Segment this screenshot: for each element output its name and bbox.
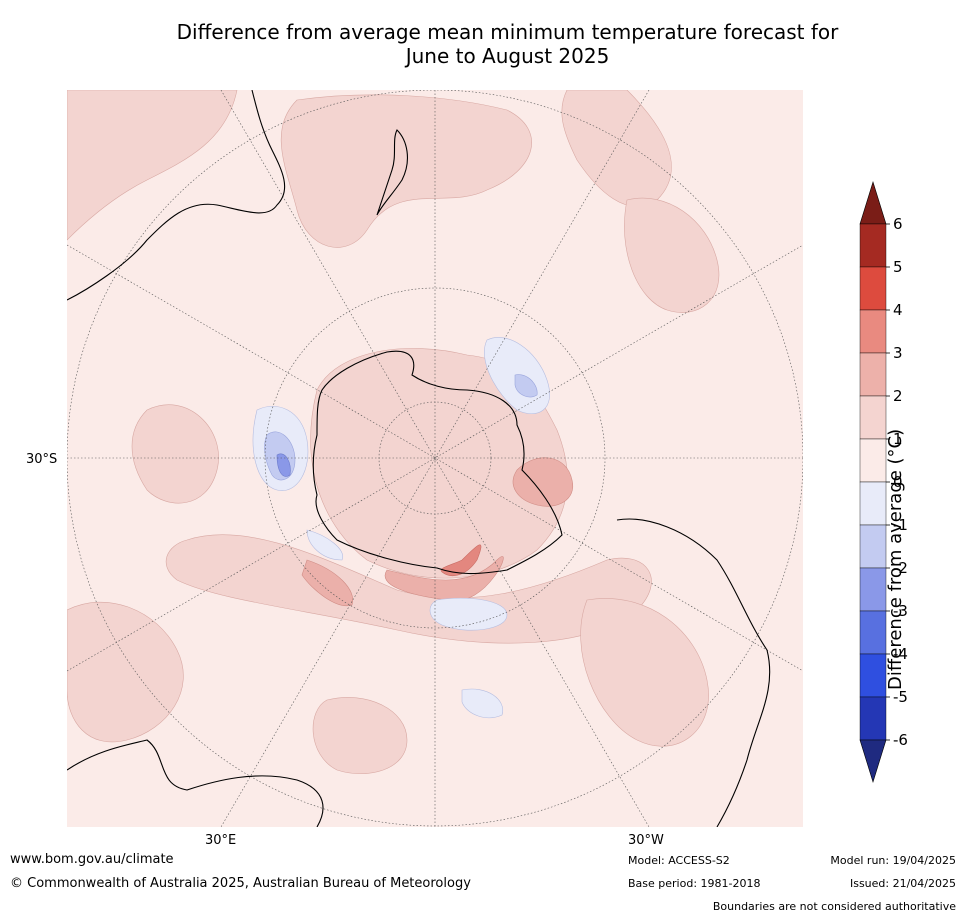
footer-url[interactable]: www.bom.gov.au/climate (10, 852, 174, 867)
antarctica-coastline (312, 350, 563, 575)
region-cool-far-south (461, 688, 504, 719)
warm-anomaly-2-3 (301, 457, 574, 607)
colorbar-band (859, 696, 887, 741)
colorbar: 6 5 4 3 2 1 0 -1 -2 -3 -4 -5 -6 (859, 180, 908, 784)
region-west-mid (131, 404, 219, 504)
region-southeast (580, 598, 709, 747)
colorbar-tick-label: 3 (893, 344, 903, 362)
region-north-central (280, 94, 532, 248)
colorbar-tick-label: 1 (893, 430, 903, 448)
africa-coastline (67, 739, 324, 827)
colorbar-band (859, 653, 887, 698)
colorbar-title: Difference from average (°C) (885, 428, 906, 690)
new-zealand-coastline (376, 129, 408, 216)
graticule (67, 90, 803, 827)
australia-coastline (67, 90, 286, 301)
colorbar-top-arrow (859, 180, 887, 225)
colorbar-band (859, 395, 887, 440)
colorbar-band (859, 266, 887, 311)
colorbar-band (859, 223, 887, 268)
warm-anomaly-1-2 (67, 90, 720, 775)
lon-label-30e: 30°E (205, 833, 237, 848)
region-south (312, 697, 408, 775)
colorbar-band (859, 567, 887, 612)
colorbar-tick-label: -6 (893, 731, 908, 749)
chart-title: Difference from average mean minimum tem… (0, 20, 965, 68)
region-cool-west-deep (276, 453, 291, 477)
footer-model: Model: ACCESS-S2 (628, 854, 730, 867)
polar-map (67, 90, 803, 827)
colorbar-tick-label: -3 (893, 602, 908, 620)
region-antarctic-coast-south (384, 556, 504, 602)
title-line-1: Difference from average mean minimum tem… (176, 20, 839, 44)
colorbar-tick-label: 2 (893, 387, 903, 405)
region-southwest (67, 601, 184, 743)
colorbar-tick-label: 6 (893, 215, 903, 233)
region-antarctica (310, 348, 568, 579)
south-america-coastline (616, 518, 771, 827)
footer-model-run: Model run: 19/04/2025 (830, 854, 956, 867)
colorbar-tick-label: 4 (893, 301, 903, 319)
colorbar-band (859, 481, 887, 526)
region-peninsula-east (512, 457, 574, 507)
region-east-blob (624, 197, 720, 313)
region-cool-south (429, 597, 508, 631)
coastlines (67, 90, 771, 827)
colorbar-tick-label: -4 (893, 645, 908, 663)
footer-base-period: Base period: 1981-2018 (628, 877, 761, 890)
warm-anomaly-3-4 (440, 544, 482, 576)
footer-disclaimer: Boundaries are not considered authoritat… (712, 900, 956, 913)
lat-label-30s: 30°S (26, 452, 58, 467)
colorbar-band (859, 352, 887, 397)
title-line-2: June to August 2025 (405, 44, 610, 68)
colorbar-band (859, 438, 887, 483)
latitude-circle-60 (264, 287, 606, 629)
colorbar-band (859, 524, 887, 569)
region-cool-north-core (514, 374, 538, 398)
region-northwest (67, 90, 238, 241)
footer-issued: Issued: 21/04/2025 (849, 877, 956, 890)
lon-label-30w: 30°W (628, 833, 664, 848)
colorbar-tick-label: -5 (893, 688, 908, 706)
region-southwest-streak (301, 559, 354, 607)
colorbar-bottom-arrow (859, 739, 887, 784)
footer-copyright: © Commonwealth of Australia 2025, Austra… (10, 876, 471, 891)
cool-anomaly-2-3 (276, 453, 291, 477)
colorbar-tick-label: -1 (893, 516, 908, 534)
colorbar-tick-label: 5 (893, 258, 903, 276)
colorbar-band (859, 610, 887, 655)
region-hotspot (440, 544, 482, 576)
colorbar-band (859, 309, 887, 354)
colorbar-tick-label: -2 (893, 559, 908, 577)
colorbar-tick-label: 0 (893, 473, 903, 491)
region-cool-antarctic-west (306, 529, 344, 561)
